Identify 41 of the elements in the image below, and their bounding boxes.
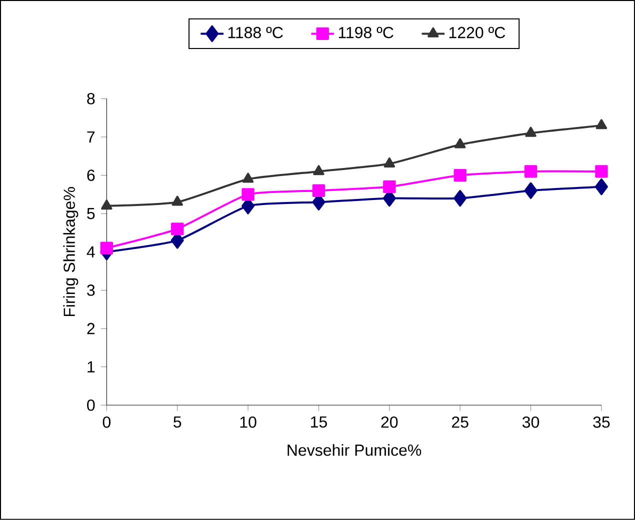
point — [383, 180, 396, 194]
x-tick-label: 5 — [174, 416, 182, 428]
x-tick-label: 30 — [522, 416, 540, 428]
point — [525, 126, 536, 137]
point — [454, 138, 466, 148]
legend-label: 1198 ºC — [338, 26, 394, 38]
point — [454, 169, 466, 182]
y-tick-label: 1 — [88, 361, 95, 372]
point — [242, 172, 254, 183]
legend-label: 1188 ºC — [228, 26, 283, 38]
x-tick-label: 0 — [102, 416, 111, 428]
point — [454, 190, 467, 207]
x-axis-title: Nevsehir Pumice% — [288, 444, 422, 456]
point — [313, 165, 324, 176]
y-tick-label: 8 — [87, 93, 95, 104]
x-tick-label: 35 — [593, 416, 610, 428]
legend-label: 1220 ºC — [449, 26, 506, 38]
point — [594, 178, 608, 196]
x-tick-label: 25 — [452, 416, 468, 428]
point — [171, 222, 184, 236]
y-tick-label: 7 — [87, 132, 95, 143]
y-tick-label: 2 — [87, 323, 95, 334]
y-tick-label: 6 — [87, 170, 95, 182]
point — [595, 165, 608, 178]
x-tick-label: 15 — [311, 416, 327, 428]
x-tick-label: 20 — [381, 416, 398, 428]
point — [242, 188, 254, 201]
point — [312, 184, 326, 198]
y-axis-title: Firing Shrinkage% — [63, 187, 78, 316]
point — [524, 182, 538, 200]
y-tick-label: 3 — [87, 284, 95, 296]
point — [524, 165, 538, 178]
point — [101, 200, 112, 210]
y-tick-label: 5 — [87, 208, 95, 220]
point — [172, 196, 183, 206]
x-tick-label: 10 — [240, 416, 256, 428]
point — [596, 119, 608, 130]
y-tick-label: 4 — [86, 246, 95, 258]
point — [100, 242, 114, 254]
point — [384, 158, 396, 168]
y-tick-label: 0 — [87, 400, 95, 411]
